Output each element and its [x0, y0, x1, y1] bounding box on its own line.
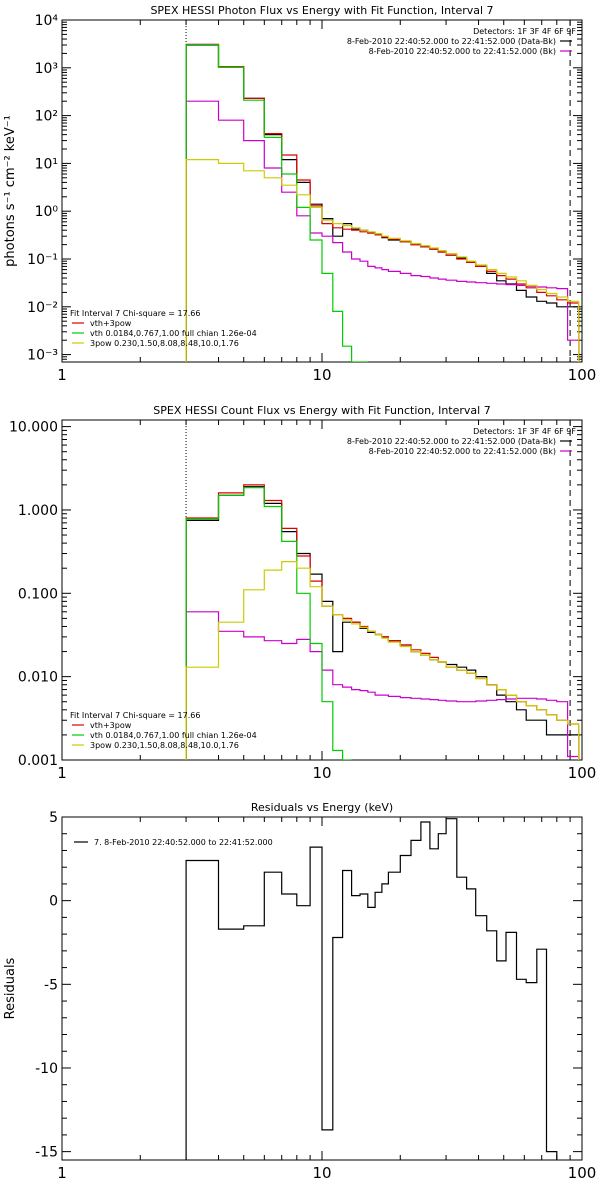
y-tick-label: -15 [35, 1145, 58, 1161]
x-tick-label: 1 [57, 764, 67, 782]
y-tick-label: 10⁻³ [27, 348, 58, 364]
y-tick-label: 0 [49, 894, 58, 910]
chart-title: SPEX HESSI Count Flux vs Energy with Fit… [153, 404, 490, 417]
y-tick-label: 10.000 [9, 420, 58, 436]
chart-3: Residuals vs Energy (keV) 1 10 100 -15 -10 -5 0… [3, 801, 596, 1182]
legend-entry: vth 0.0184,0.767,1.00 full chian 1.26e-0… [90, 731, 257, 740]
y-tick-label: -5 [44, 977, 58, 993]
y-axis-label: photons s⁻¹ cm⁻² keV⁻¹ [3, 115, 18, 267]
chart-title: Residuals vs Energy (keV) [251, 801, 393, 814]
chart-2: SPEX HESSI Count Flux vs Energy with Fit… [9, 404, 596, 782]
y-tick-label: 1.000 [18, 503, 58, 519]
series-vth-3pow [185, 484, 580, 760]
legend-entry: vth+3pow [90, 721, 132, 730]
legend-entry: 7. 8-Feb-2010 22:40:52.000 to 22:41:52.0… [94, 838, 273, 847]
x-tick-label: 100 [568, 764, 597, 782]
y-tick-label: 0.010 [18, 670, 58, 686]
y-tick-label: 10⁻¹ [27, 252, 58, 268]
y-tick-label: 10⁰ [35, 204, 59, 220]
series-3pow [185, 159, 580, 362]
legend-entry: 8-Feb-2010 22:40:52.000 to 22:41:52.000 … [369, 447, 556, 456]
legend-entry: vth+3pow [90, 319, 132, 328]
legend-entry: vth 0.0184,0.767,1.00 full chian 1.26e-0… [90, 329, 257, 338]
legend-entry: Fit Interval 7 Chi-square = 17.66 [70, 711, 200, 720]
y-tick-label: 10² [35, 109, 58, 125]
y-tick-label: 5 [49, 810, 58, 826]
series-vth [185, 44, 368, 362]
chart-title: SPEX HESSI Photon Flux vs Energy with Fi… [150, 4, 493, 17]
legend-entry: 8-Feb-2010 22:40:52.000 to 22:41:52.000 … [347, 437, 556, 446]
y-tick-label: 10⁴ [35, 13, 59, 29]
legend-entry: Fit Interval 7 Chi-square = 17.66 [70, 309, 200, 318]
y-tick-label: 10³ [35, 61, 58, 77]
y-tick-label: -10 [35, 1061, 58, 1077]
y-tick-label: 10⁻² [27, 300, 58, 316]
x-tick-label: 10 [312, 764, 331, 782]
legend-entry: 8-Feb-2010 22:40:52.000 to 22:41:52.000 … [369, 47, 556, 56]
y-axis-label: Residuals [3, 957, 18, 1019]
y-tick-label: 0.100 [18, 586, 58, 602]
legend-entry: Detectors: 1F 3F 4F 6F 9F [473, 427, 576, 436]
legend-entry: Detectors: 1F 3F 4F 6F 9F [473, 27, 576, 36]
x-tick-label: 100 [568, 1164, 597, 1182]
series-vth [185, 487, 352, 760]
x-tick-label: 10 [312, 1164, 331, 1182]
series-residuals [185, 818, 558, 1160]
legend-entry: 3pow 0.230,1.50,8.08,8.48,10.0,1.76 [90, 339, 239, 348]
series-3pow [185, 561, 580, 760]
series-data-bk [185, 44, 580, 362]
series-bk [185, 100, 580, 362]
legend-entry: 3pow 0.230,1.50,8.08,8.48,10.0,1.76 [90, 741, 239, 750]
y-tick-label: 0.001 [18, 753, 58, 769]
y-tick-label: 10¹ [35, 156, 58, 172]
series-data-bk [185, 486, 580, 760]
x-tick-label: 1 [57, 366, 67, 384]
series-vth-3pow [185, 43, 580, 362]
x-tick-label: 10 [312, 366, 331, 384]
x-tick-label: 100 [568, 366, 597, 384]
legend-entry: 8-Feb-2010 22:40:52.000 to 22:41:52.000 … [347, 37, 556, 46]
x-tick-label: 1 [57, 1164, 67, 1182]
chart-1: SPEX HESSI Photon Flux vs Energy with Fi… [3, 4, 596, 384]
